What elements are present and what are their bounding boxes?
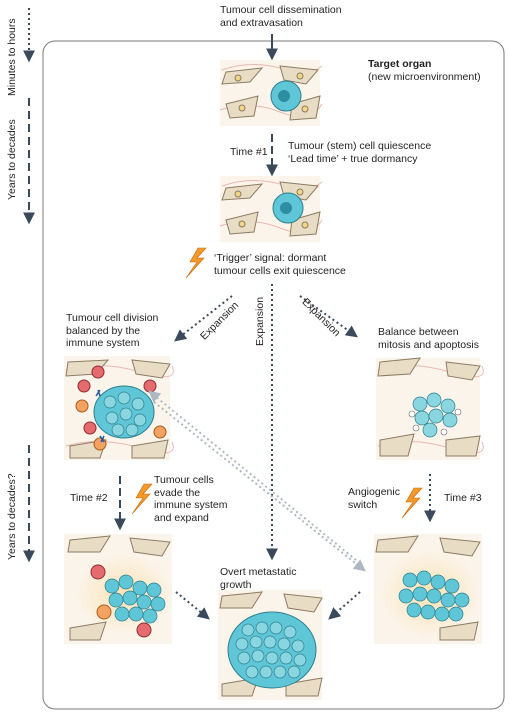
- axis-label-years: Years to decades: [6, 119, 18, 200]
- panel-single-cell-2: [219, 176, 323, 242]
- panel-overt-growth: [218, 590, 323, 700]
- to-overt-left: [175, 591, 210, 620]
- panel-immune-balance: [64, 356, 174, 460]
- cross-arrow-1: [148, 390, 357, 561]
- panel-angiogenic: [374, 534, 482, 644]
- to-overt-right: [328, 591, 361, 620]
- expansion-label-center: Expansion: [254, 296, 266, 346]
- expansion-arrow-right: [299, 295, 358, 338]
- target-organ-title: Target organ: [368, 58, 432, 70]
- axis-label-minutes: Minutes to hours: [6, 18, 18, 96]
- axis-label-years-q: Years to decades?: [6, 473, 18, 560]
- evade-label: Tumour cells evade the immune system and…: [154, 474, 228, 524]
- panel-mitosis-apoptosis: [376, 357, 484, 460]
- overt-growth-label: Overt metastatic growth: [220, 566, 297, 591]
- lightning-icon: [401, 487, 423, 519]
- expansion-arrow-left: [174, 295, 233, 342]
- left-branch-label: Tumour cell division balanced by the imm…: [66, 312, 159, 349]
- panel-immune-evasion: [64, 534, 172, 644]
- target-organ-subtitle: (new microenvironment): [368, 71, 481, 83]
- time1-label: Time #1: [230, 146, 268, 158]
- quiescence-label: Tumour (stem) cell quiescence ‘Lead time…: [288, 140, 432, 165]
- lightning-icon: [185, 247, 207, 279]
- target-organ-frame: [42, 40, 505, 710]
- dissemination-label: Tumour cell dissemination and extravasat…: [220, 4, 342, 29]
- trigger-label: ‘Trigger’ signal: dormant tumour cells e…: [214, 252, 346, 277]
- panel-single-cell-1: [219, 60, 323, 126]
- lightning-icon: [131, 483, 153, 515]
- time3-label: Time #3: [444, 492, 482, 504]
- right-branch-label: Balance between mitosis and apoptosis: [378, 326, 479, 351]
- angiogenic-label: Angiogenic switch: [348, 486, 400, 511]
- time2-label: Time #2: [70, 492, 108, 504]
